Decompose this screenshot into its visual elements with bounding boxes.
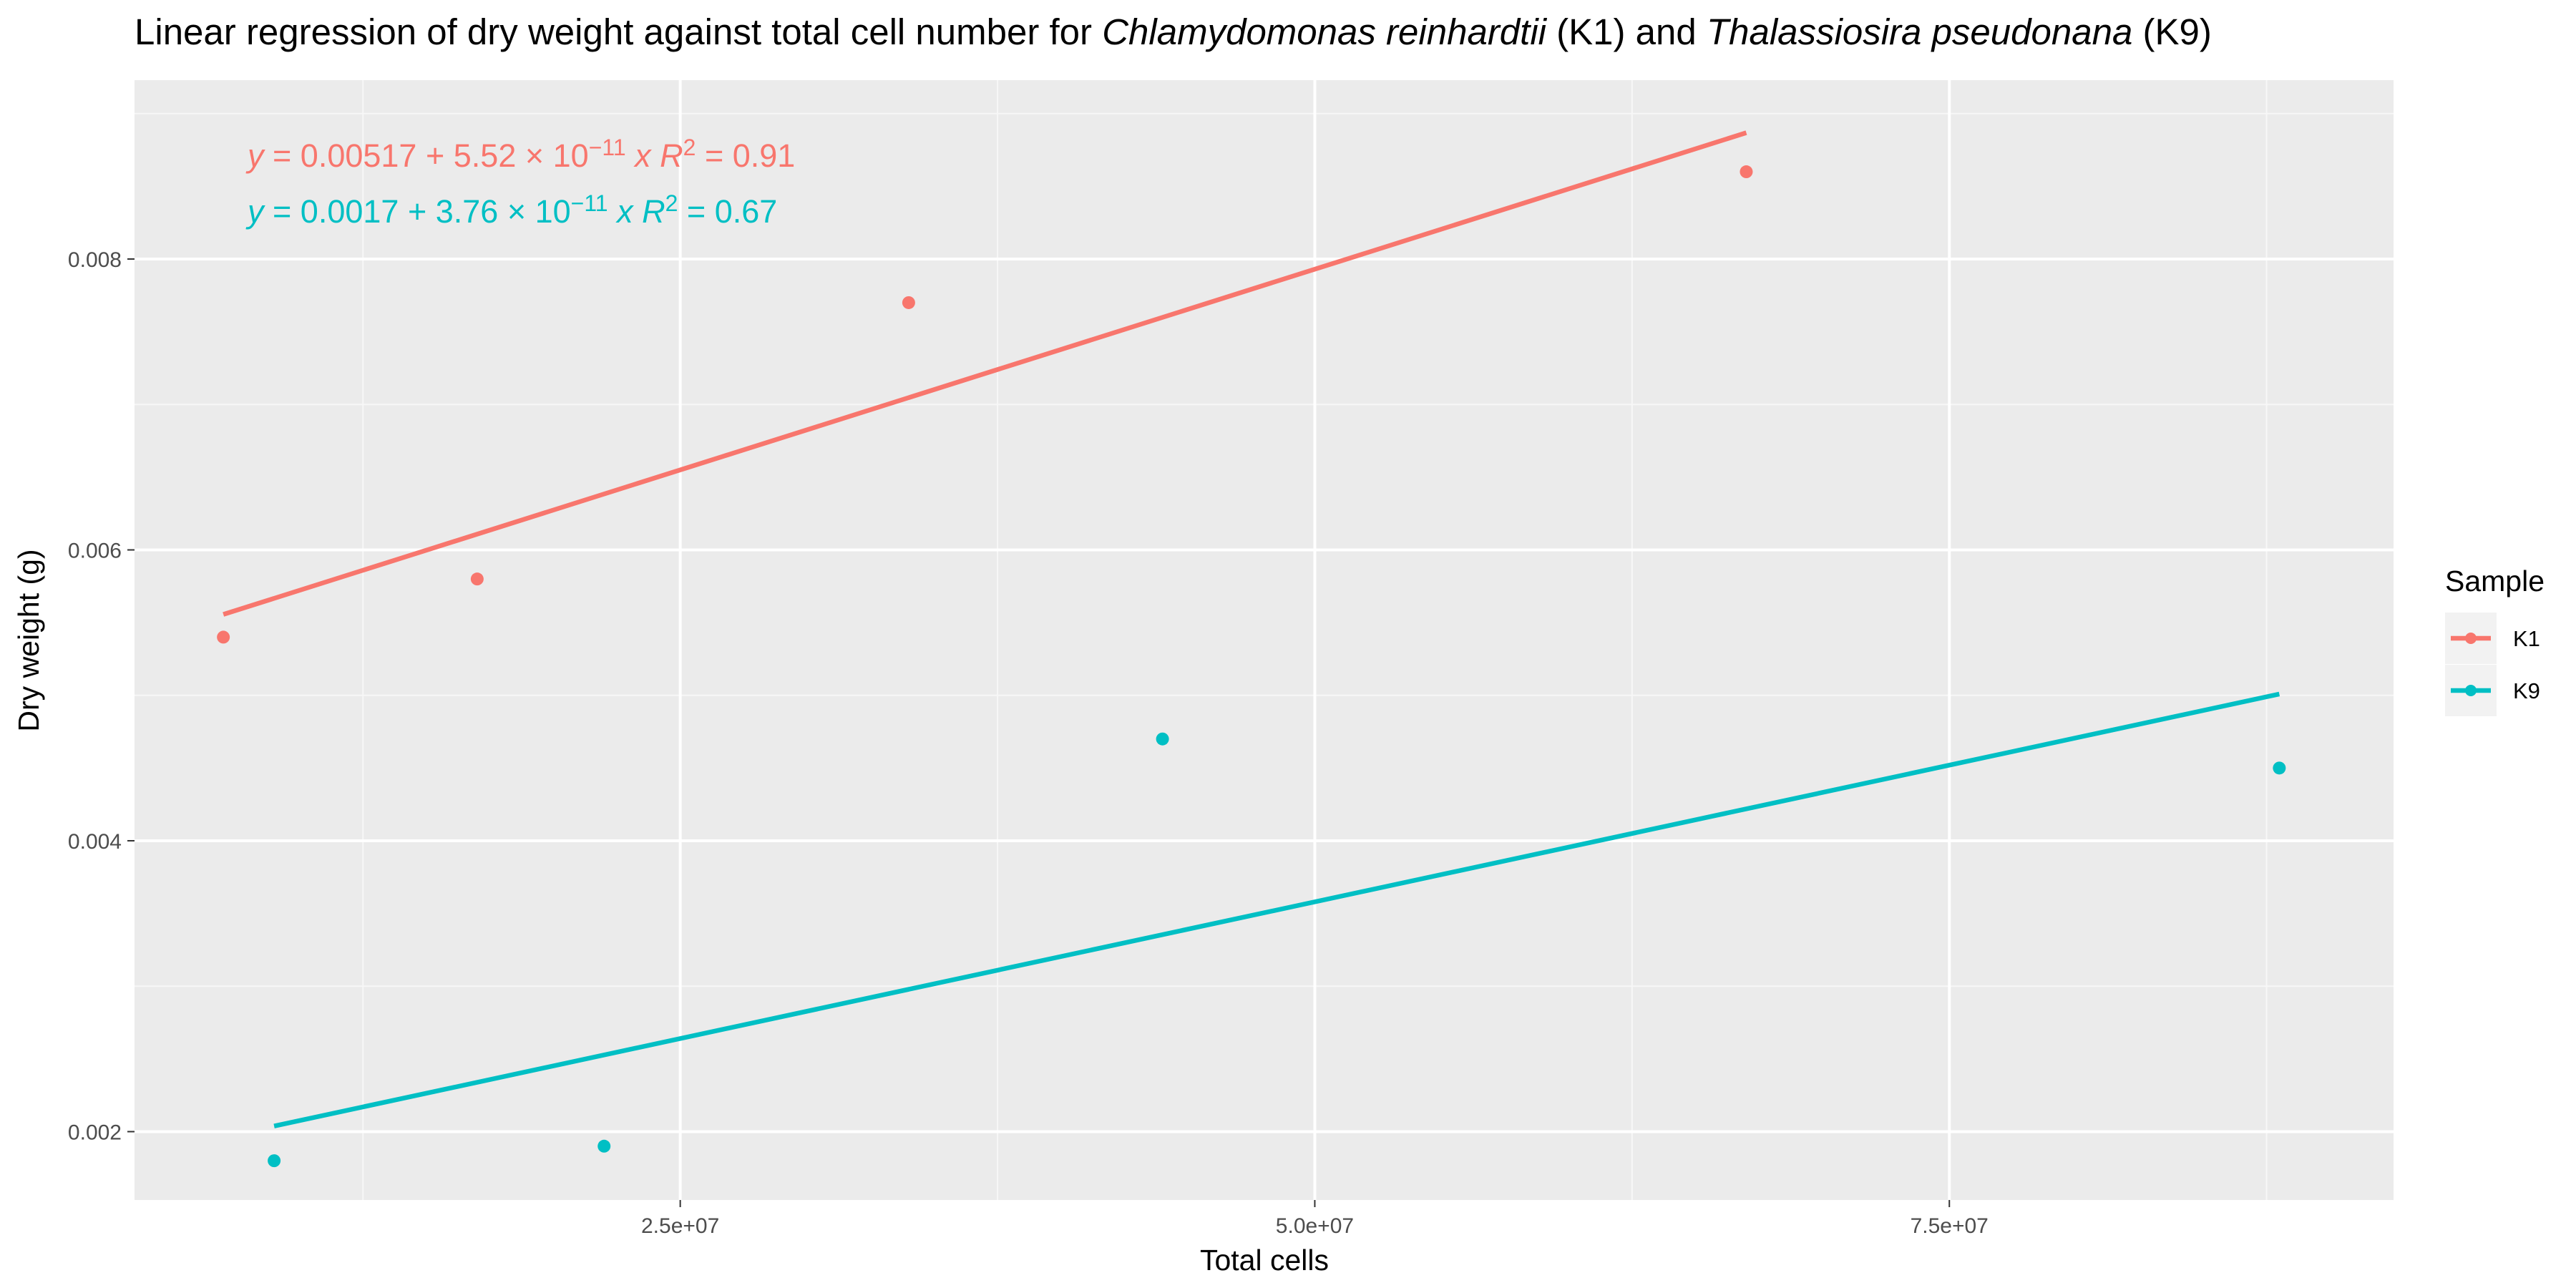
legend: Sample K1 K9 (2445, 565, 2545, 716)
equation-part: = (264, 137, 301, 174)
equation-part: R (642, 193, 665, 230)
point-k1-1 (217, 630, 230, 643)
equation-part (608, 193, 618, 230)
point-k1-2 (471, 572, 484, 585)
equation-part: 0.91 (733, 137, 796, 174)
equation-k1: y = 0.00517 + 5.52 × 10−11 x R2 = 0.91 (245, 135, 795, 174)
legend-label-k9: K9 (2513, 678, 2540, 703)
equation-part: x (615, 193, 634, 230)
equation-part (626, 137, 635, 174)
point-k1-4 (1740, 165, 1752, 178)
x-axis: 2.5e+07 5.0e+07 7.5e+07 (641, 1200, 1989, 1238)
equation-part: x (633, 137, 652, 174)
y-axis: 0.002 0.004 0.006 0.008 (68, 248, 135, 1144)
equation-part: y (245, 193, 265, 230)
equation-part: = (264, 193, 301, 230)
equation-part (651, 137, 660, 174)
point-k9-3 (1156, 733, 1169, 746)
y-tick-label: 0.004 (68, 830, 122, 854)
equation-part: 2 (665, 190, 678, 216)
equation-part: 3.76 (436, 193, 499, 230)
y-axis-title: Dry weight (g) (12, 549, 45, 731)
legend-label-k1: K1 (2513, 626, 2540, 651)
equation-part: −11 (571, 190, 608, 216)
equation-part: × 10 (498, 193, 570, 230)
title-suffix: (K9) (2132, 11, 2212, 52)
title-species-2: Thalassiosira pseudonana (1707, 11, 2132, 52)
point-k9-1 (268, 1154, 280, 1167)
equation-k9: y = 0.0017 + 3.76 × 10−11 x R2 = 0.67 (245, 190, 777, 230)
equation-part: −11 (589, 135, 626, 160)
x-tick-label: 5.0e+07 (1276, 1214, 1354, 1238)
equation-part: + (416, 137, 453, 174)
equation-part: 2 (683, 135, 696, 160)
legend-key-point-k1 (2465, 633, 2477, 644)
equation-part: = (696, 137, 732, 174)
equation-part: + (399, 193, 435, 230)
equation-part: y (245, 137, 265, 174)
y-tick-label: 0.006 (68, 539, 122, 562)
title-species-1: Chlamydomonas reinhardtii (1102, 11, 1547, 52)
legend-key-point-k9 (2465, 685, 2477, 696)
equation-part (633, 193, 643, 230)
point-k1-3 (902, 296, 915, 309)
x-axis-title: Total cells (1200, 1244, 1329, 1277)
chart-title: Linear regression of dry weight against … (135, 11, 2212, 52)
plot-panel (135, 80, 2394, 1200)
equation-part: 0.0017 (301, 193, 399, 230)
equation-part: 0.00517 (301, 137, 417, 174)
point-k9-4 (2273, 761, 2285, 774)
equation-part: 5.52 (454, 137, 517, 174)
equation-part: 0.67 (715, 193, 778, 230)
equation-part: = (678, 193, 714, 230)
legend-title: Sample (2445, 565, 2545, 597)
equation-part: × 10 (516, 137, 588, 174)
title-mid: (K1) and (1546, 11, 1707, 52)
x-tick-label: 2.5e+07 (641, 1214, 719, 1238)
y-tick-label: 0.002 (68, 1121, 122, 1144)
title-prefix: Linear regression of dry weight against … (135, 11, 1102, 52)
x-tick-label: 7.5e+07 (1911, 1214, 1989, 1238)
y-tick-label: 0.008 (68, 248, 122, 272)
point-k9-2 (597, 1140, 610, 1153)
equation-part: R (660, 137, 683, 174)
